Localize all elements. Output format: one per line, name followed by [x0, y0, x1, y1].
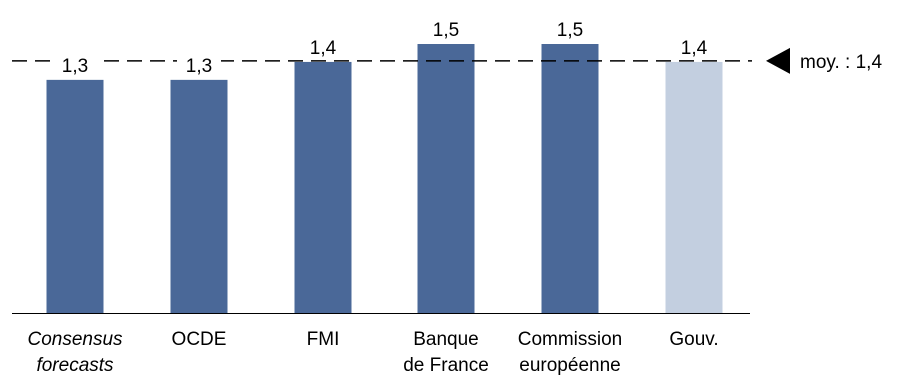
bar-5 — [665, 61, 723, 313]
bar-3 — [417, 44, 475, 313]
value-label-bg-1 — [177, 53, 221, 76]
category-label-2: FMI — [307, 329, 340, 350]
value-label-1: 1,3 — [186, 56, 212, 77]
category-label-4: Commission européenne — [518, 329, 623, 376]
bar-1 — [170, 79, 228, 313]
category-label-0: Consensus forecasts — [27, 329, 123, 376]
category-label-3: Banque de France — [403, 329, 489, 376]
category-labels-layer: Consensus forecasts OCDE FMI Banque de France… — [27, 329, 718, 376]
average-marker — [766, 47, 790, 74]
average-label: moy. : 1,4 — [800, 52, 882, 73]
average-layer: moy. : 1,4 — [12, 47, 882, 74]
value-label-5: 1,4 — [681, 38, 708, 59]
value-labels-layer: 1,3 1,3 1,4 1,5 1,5 1,4 — [53, 20, 708, 77]
bar-0 — [46, 79, 104, 313]
category-label-5: Gouv. — [669, 329, 718, 350]
bar-4 — [541, 44, 599, 313]
value-label-0: 1,3 — [62, 56, 88, 77]
value-label-4: 1,5 — [557, 20, 583, 41]
value-label-2: 1,4 — [310, 38, 337, 59]
category-label-1: OCDE — [172, 329, 227, 350]
bars-layer — [46, 44, 723, 313]
value-label-3: 1,5 — [433, 20, 459, 41]
value-label-bg-0 — [53, 53, 97, 76]
bar-2 — [294, 61, 352, 313]
